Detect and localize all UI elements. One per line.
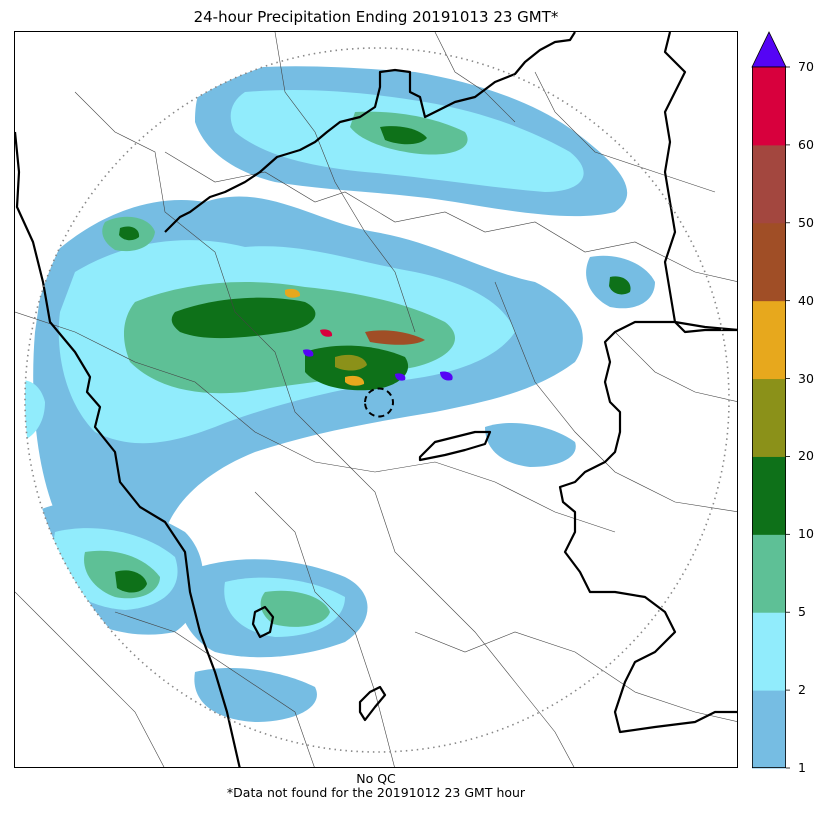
- colorbar-segment: [752, 67, 786, 146]
- precip-cell-purple: [395, 373, 406, 381]
- precip-cell-purple: [440, 371, 453, 381]
- precip-cell-red: [320, 329, 333, 337]
- colorbar-tick-label: 30: [798, 370, 814, 386]
- radar-map: [14, 31, 738, 768]
- region-borders: [15, 32, 737, 767]
- colorbar-segment: [752, 144, 786, 224]
- border-west: [15, 131, 241, 767]
- qc-label: No QC: [356, 771, 396, 786]
- border-island: [251, 605, 275, 639]
- colorbar-segment: [752, 456, 786, 535]
- precip-area-darkgreen: [115, 570, 147, 593]
- map-title: 24-hour Precipitation Ending 20191013 23…: [193, 8, 559, 26]
- colorbar-segment: [752, 612, 786, 691]
- colorbar-tick-label: 40: [798, 292, 814, 308]
- precip-cell-orange: [285, 288, 301, 298]
- country-borders: [15, 32, 737, 767]
- colorbar-tick-label: 10: [798, 526, 814, 542]
- colorbar-tick-label: 60: [798, 136, 814, 152]
- border-north: [164, 32, 576, 233]
- colorbar-segment: [752, 534, 786, 613]
- data-note: *Data not found for the 20191012 23 GMT …: [226, 785, 526, 800]
- precip-area-darkgreen: [119, 226, 140, 241]
- precip-area-darkgreen: [380, 126, 427, 145]
- radar-site-marker: [364, 387, 394, 418]
- map-footer: No QC *Data not found for the 20191012 2…: [0, 772, 752, 800]
- border-enclave: [418, 430, 492, 462]
- colorbar-svg: [751, 31, 790, 769]
- colorbar-tick-label: 50: [798, 214, 814, 230]
- precip-cell-brown: [365, 330, 425, 345]
- colorbar-segment: [752, 378, 786, 457]
- colorbar-tick-label: 1: [798, 760, 806, 775]
- precip-area-green: [260, 590, 330, 627]
- colorbar-segment: [752, 300, 786, 380]
- precip-area-light: [194, 667, 317, 722]
- precip-area-darkgreen: [171, 297, 316, 339]
- border-island: [358, 685, 387, 722]
- precip-cell-olive: [335, 354, 367, 371]
- colorbar-tick-labels: 1 2 5 10 20 30 40 50 60 70: [798, 0, 825, 813]
- colorbar-outline: [752, 66, 787, 768]
- radar-map-svg: [15, 32, 737, 767]
- radar-range-ring: [24, 47, 730, 753]
- colorbar-tick-label: 70: [798, 59, 814, 74]
- colorbar-tick-label: 5: [798, 604, 806, 620]
- colorbar-segment: [752, 690, 786, 769]
- precip-area-darkgreen: [609, 276, 631, 295]
- precip-area-light: [485, 422, 576, 467]
- colorbar-tick-label: 20: [798, 448, 814, 464]
- border-northeast: [663, 32, 737, 334]
- colorbar-tick-label: 2: [798, 682, 806, 698]
- precip-cell-orange: [345, 375, 365, 386]
- colorbar: [751, 31, 790, 769]
- precipitation-field: [25, 66, 655, 722]
- colorbar-segment: [752, 222, 786, 302]
- precip-area-cyan: [25, 380, 45, 442]
- precip-cell-purple: [303, 349, 314, 357]
- colorbar-extend-triangle: [751, 31, 787, 68]
- border-east: [558, 320, 737, 734]
